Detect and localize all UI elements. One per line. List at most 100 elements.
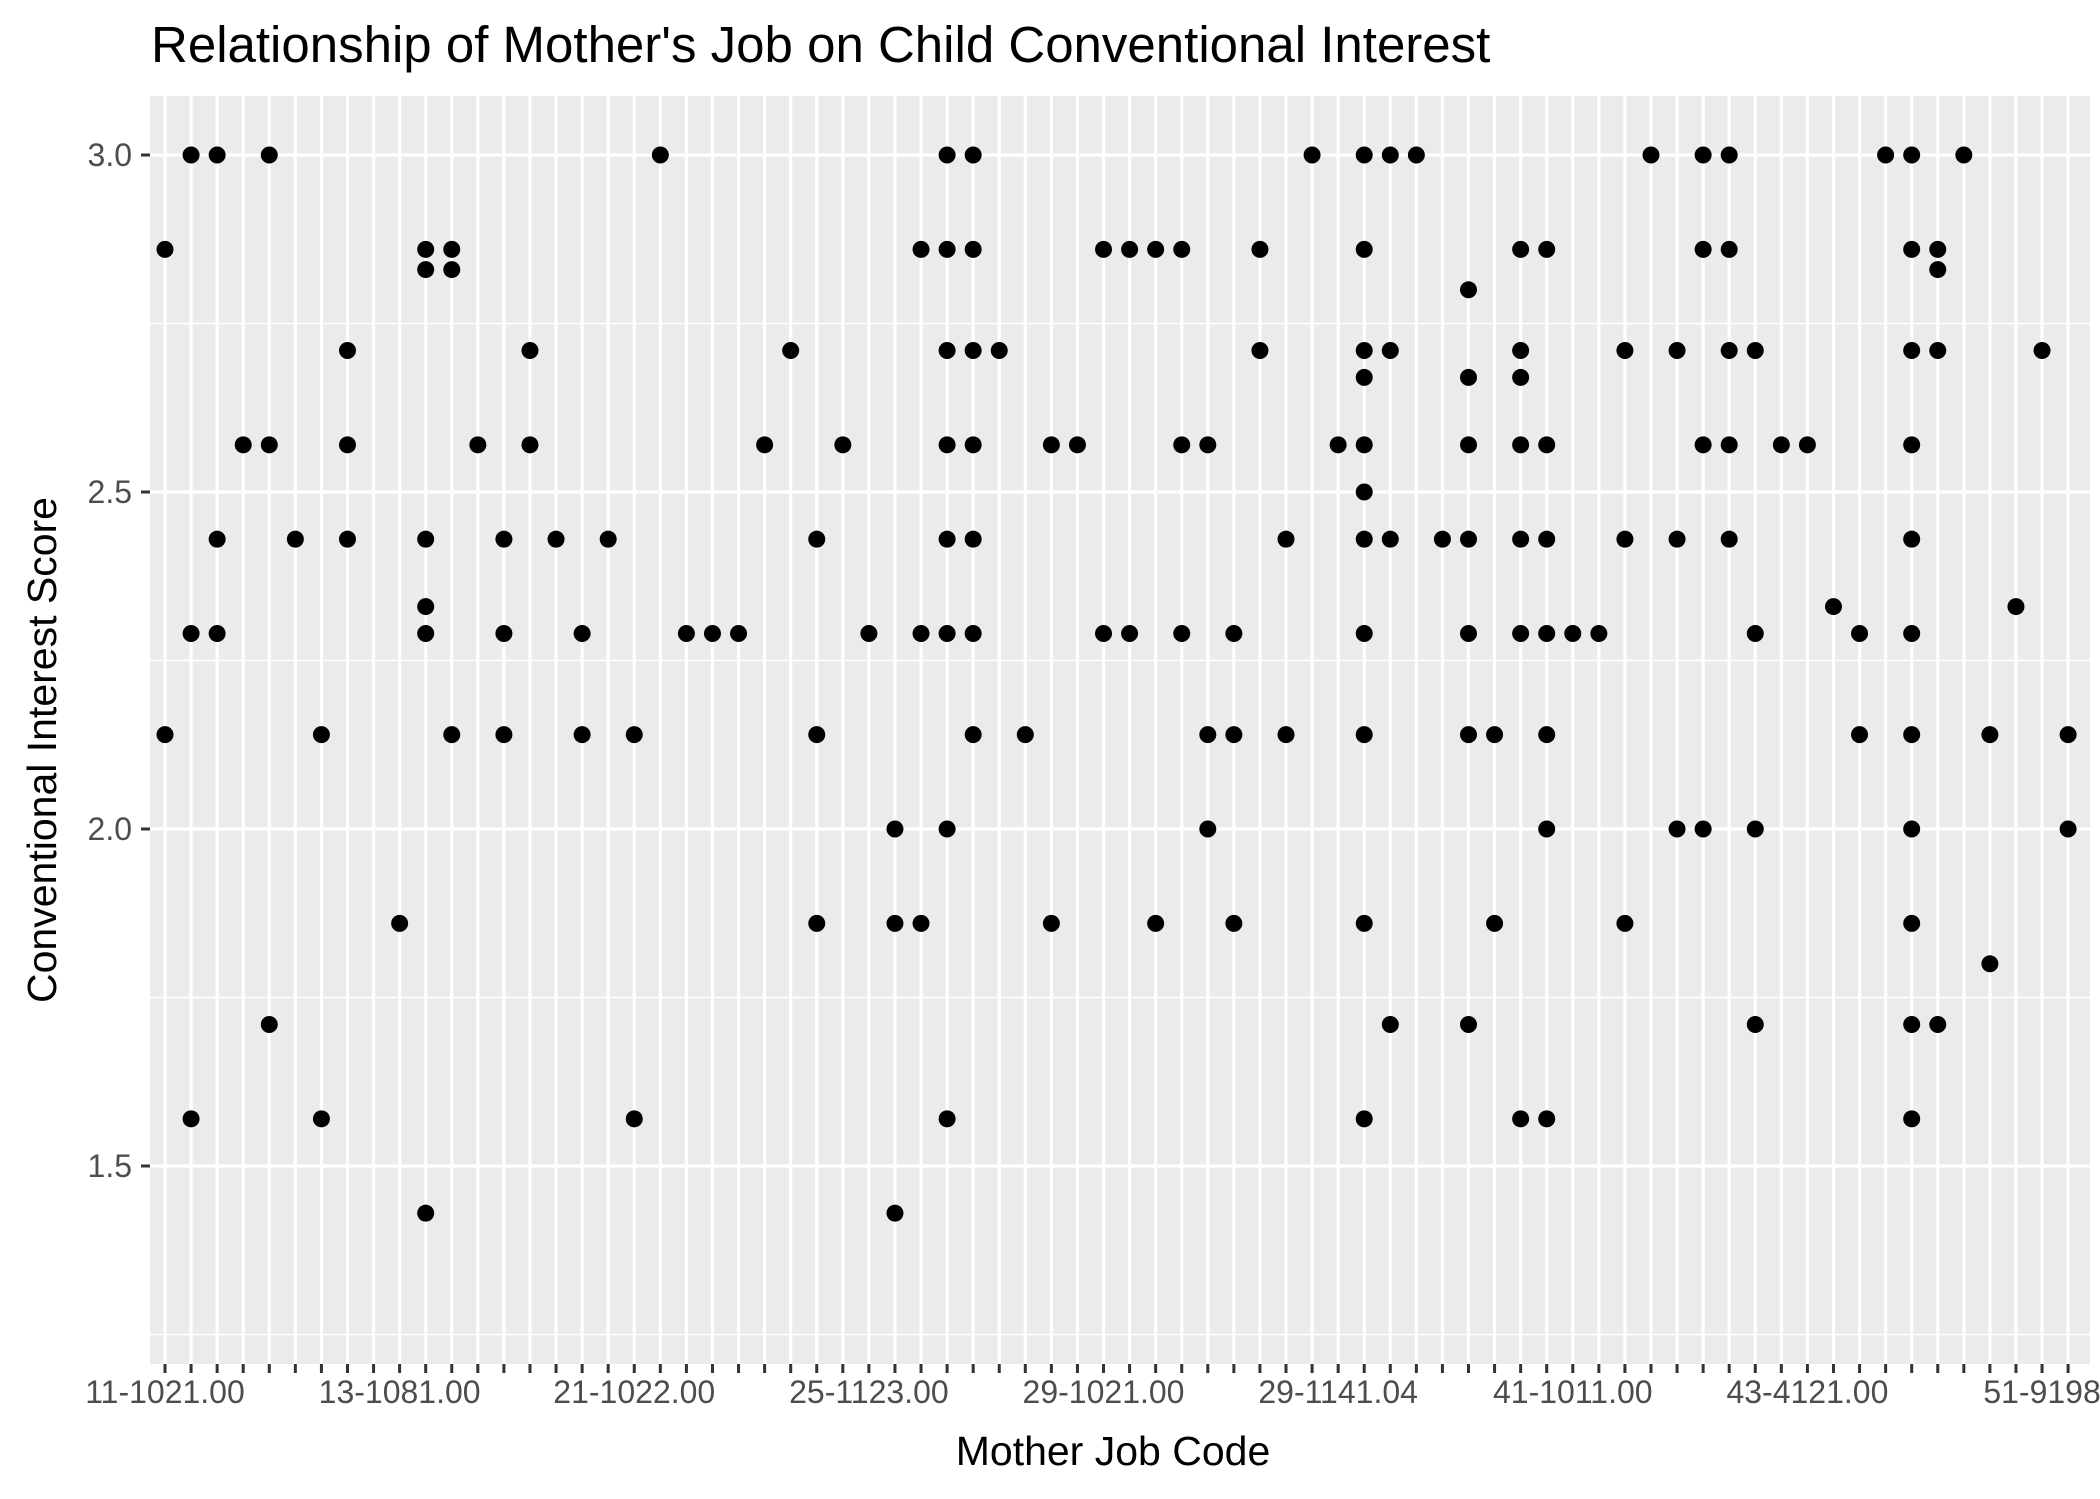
data-point bbox=[1355, 1110, 1373, 1128]
x-tick-label: 29-1141.04 bbox=[1258, 1374, 1418, 1410]
data-point bbox=[1512, 341, 1530, 359]
data-point bbox=[1903, 914, 1921, 932]
data-point bbox=[1460, 436, 1477, 454]
data-point bbox=[338, 436, 356, 454]
x-axis-title: Mother Job Code bbox=[956, 1428, 1271, 1474]
data-point bbox=[964, 625, 982, 643]
data-point bbox=[312, 1110, 330, 1128]
x-tick-label: 29-1021.00 bbox=[1023, 1374, 1185, 1410]
data-point bbox=[1512, 436, 1530, 454]
data-point bbox=[1512, 530, 1530, 548]
data-point bbox=[1042, 914, 1060, 932]
data-point bbox=[1355, 146, 1373, 164]
data-point bbox=[417, 1204, 435, 1222]
data-point bbox=[1668, 820, 1686, 838]
data-point bbox=[938, 436, 956, 454]
data-point bbox=[1277, 530, 1295, 548]
data-point bbox=[1381, 146, 1399, 164]
data-point bbox=[1564, 625, 1582, 643]
data-point bbox=[2033, 341, 2051, 359]
data-point bbox=[286, 530, 304, 548]
data-point bbox=[391, 914, 409, 932]
data-point bbox=[1173, 436, 1191, 454]
data-point bbox=[495, 530, 513, 548]
data-point bbox=[260, 1015, 278, 1033]
data-point bbox=[1720, 436, 1738, 454]
data-point bbox=[1460, 368, 1477, 386]
data-point bbox=[1225, 914, 1243, 932]
data-point bbox=[625, 726, 643, 744]
data-point bbox=[573, 625, 591, 643]
data-point bbox=[730, 625, 748, 643]
data-point bbox=[964, 530, 982, 548]
data-point bbox=[547, 530, 565, 548]
data-point bbox=[1616, 530, 1634, 548]
data-point bbox=[417, 625, 435, 643]
data-point bbox=[964, 436, 982, 454]
data-point bbox=[964, 240, 982, 258]
data-point bbox=[1538, 436, 1556, 454]
data-point bbox=[1851, 726, 1869, 744]
data-point bbox=[1486, 914, 1504, 932]
data-point bbox=[1460, 530, 1477, 548]
data-point bbox=[938, 1110, 956, 1128]
x-tick-label: 13-1081.00 bbox=[319, 1374, 481, 1410]
data-point bbox=[1538, 625, 1556, 643]
data-point bbox=[1355, 436, 1373, 454]
data-point bbox=[1903, 240, 1921, 258]
data-point bbox=[182, 625, 200, 643]
data-point bbox=[1486, 726, 1504, 744]
data-point bbox=[338, 530, 356, 548]
data-point bbox=[1512, 625, 1530, 643]
data-point bbox=[2059, 726, 2077, 744]
data-point bbox=[990, 341, 1008, 359]
data-point bbox=[573, 726, 591, 744]
data-point bbox=[808, 726, 826, 744]
data-point bbox=[1068, 436, 1086, 454]
data-point bbox=[938, 240, 956, 258]
data-point bbox=[417, 598, 435, 616]
data-point bbox=[2059, 820, 2077, 838]
data-point bbox=[1173, 625, 1191, 643]
data-point bbox=[1720, 530, 1738, 548]
x-tick-label: 41-1011.00 bbox=[1493, 1374, 1653, 1410]
data-point bbox=[1616, 341, 1634, 359]
data-point bbox=[1512, 240, 1530, 258]
data-point bbox=[1355, 483, 1373, 501]
data-point bbox=[1929, 261, 1947, 279]
data-point bbox=[1668, 341, 1686, 359]
data-point bbox=[1329, 436, 1347, 454]
data-point bbox=[521, 341, 539, 359]
data-point bbox=[1538, 820, 1556, 838]
data-point bbox=[1381, 1015, 1399, 1033]
data-point bbox=[808, 530, 826, 548]
data-point bbox=[1355, 368, 1373, 386]
data-point bbox=[1381, 530, 1399, 548]
data-point bbox=[1225, 726, 1243, 744]
y-tick-label: 1.5 bbox=[88, 1148, 132, 1184]
data-point bbox=[1381, 341, 1399, 359]
data-point bbox=[182, 1110, 200, 1128]
data-point bbox=[1590, 625, 1608, 643]
data-point bbox=[1355, 914, 1373, 932]
data-point bbox=[964, 341, 982, 359]
y-tick-label: 2.0 bbox=[88, 811, 132, 847]
data-point bbox=[1042, 436, 1060, 454]
data-point bbox=[1616, 914, 1634, 932]
data-point bbox=[625, 1110, 643, 1128]
data-point bbox=[886, 914, 904, 932]
data-point bbox=[886, 1204, 904, 1222]
data-point bbox=[260, 146, 278, 164]
data-point bbox=[1746, 820, 1764, 838]
data-point bbox=[1121, 625, 1139, 643]
data-point bbox=[1407, 146, 1425, 164]
data-point bbox=[886, 820, 904, 838]
data-point bbox=[1303, 146, 1321, 164]
data-point bbox=[1903, 625, 1921, 643]
data-point bbox=[1903, 146, 1921, 164]
data-point bbox=[1095, 240, 1113, 258]
data-point bbox=[1903, 1015, 1921, 1033]
data-point bbox=[1798, 436, 1816, 454]
data-point bbox=[912, 240, 930, 258]
data-point bbox=[1355, 530, 1373, 548]
